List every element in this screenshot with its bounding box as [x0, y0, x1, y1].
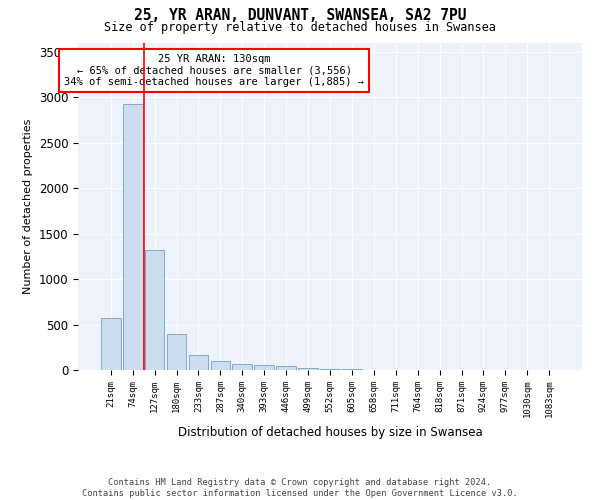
Bar — [188, 355, 208, 370]
X-axis label: Distribution of detached houses by size in Swansea: Distribution of detached houses by size … — [178, 426, 482, 438]
Bar — [254, 366, 274, 370]
Y-axis label: Number of detached properties: Number of detached properties — [23, 118, 33, 294]
Text: 25, YR ARAN, DUNVANT, SWANSEA, SA2 7PU: 25, YR ARAN, DUNVANT, SWANSEA, SA2 7PU — [134, 8, 466, 22]
Bar — [211, 361, 230, 370]
Bar — [320, 369, 340, 370]
Bar — [101, 318, 121, 370]
Bar — [232, 364, 252, 370]
Bar — [276, 366, 296, 370]
Bar — [145, 250, 164, 370]
Text: 25 YR ARAN: 130sqm
← 65% of detached houses are smaller (3,556)
34% of semi-deta: 25 YR ARAN: 130sqm ← 65% of detached hou… — [64, 54, 364, 87]
Bar — [298, 368, 318, 370]
Text: Size of property relative to detached houses in Swansea: Size of property relative to detached ho… — [104, 21, 496, 34]
Bar — [167, 334, 187, 370]
Text: Contains HM Land Registry data © Crown copyright and database right 2024.
Contai: Contains HM Land Registry data © Crown c… — [82, 478, 518, 498]
Bar — [123, 104, 143, 370]
